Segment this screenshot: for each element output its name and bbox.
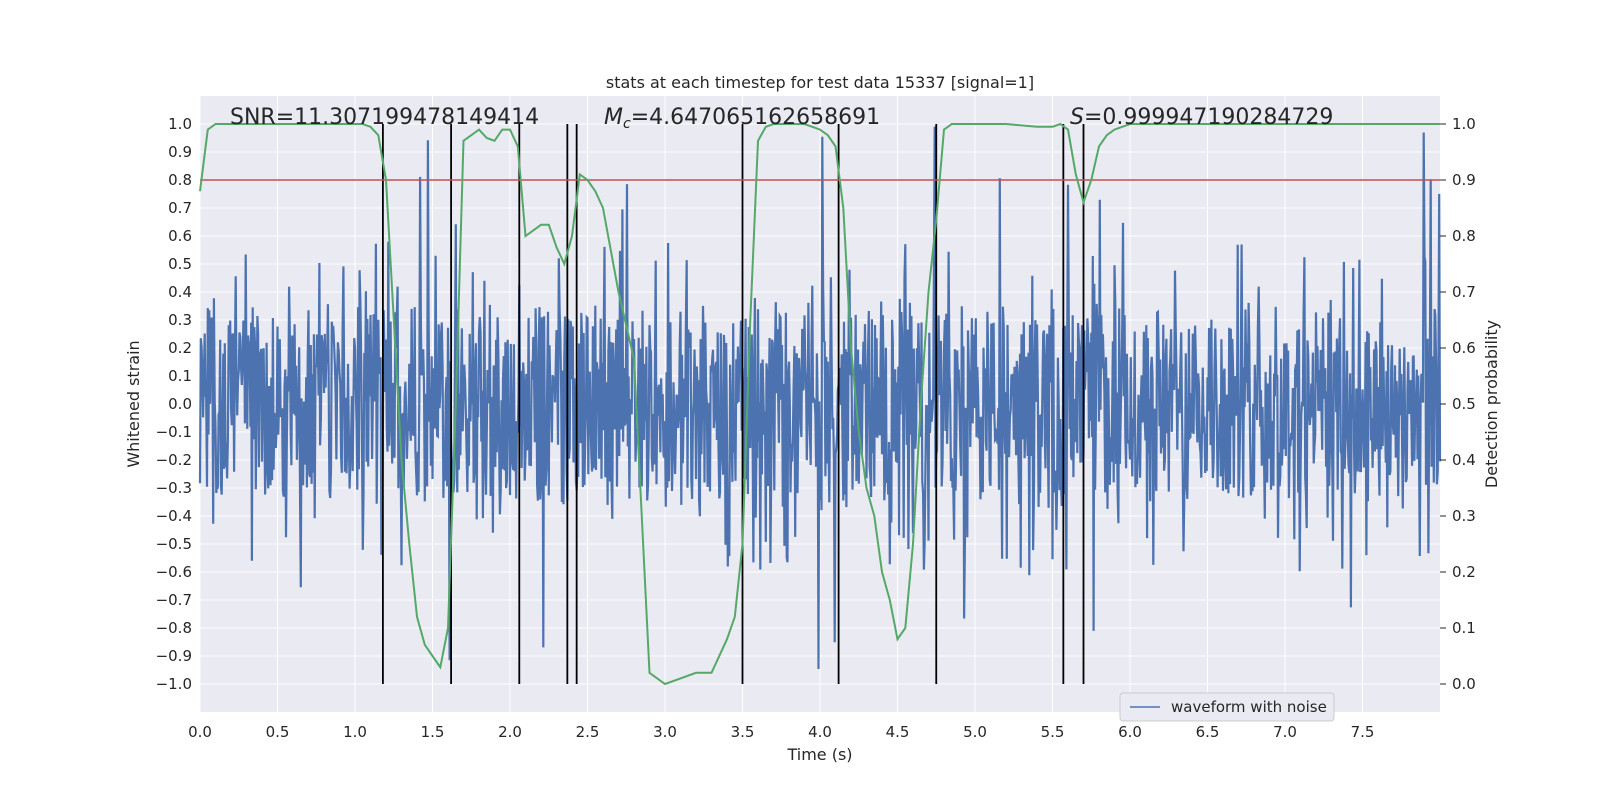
left-y-tick-label: 0.6	[168, 227, 192, 245]
left-y-tick-label: 1.0	[168, 115, 192, 133]
left-y-tick-label: −0.6	[156, 563, 192, 581]
right-y-tick-label: 0.1	[1452, 619, 1476, 637]
left-y-tick-label: 0.3	[168, 311, 192, 329]
x-tick-label: 6.0	[1118, 723, 1142, 741]
waveform-series	[198, 126, 1442, 670]
right-y-ticks: 1.0 0.9 0.8 0.7 0.6 0.5 0.4 0.3 0.2 0.1 0.0	[1440, 115, 1476, 693]
legend-label-waveform: waveform with noise	[1171, 698, 1327, 716]
x-axis-label: Time (s)	[786, 745, 852, 764]
right-y-tick-label: 1.0	[1452, 115, 1476, 133]
x-ticks: 0.0 0.5 1.0 1.5 2.0 2.5 3.0 3.5 4.0 4.5 5.0 5.5 6.0 6…	[188, 723, 1374, 741]
chirp-mass-annotation: Mc=4.647065162658691	[604, 105, 880, 132]
left-y-tick-label: 0.7	[168, 199, 192, 217]
chirp-mass-symbol: M	[604, 105, 623, 130]
y-axis-label: Whitened strain	[124, 340, 143, 467]
left-y-tick-label: −0.2	[156, 451, 192, 469]
x-tick-label: 1.5	[421, 723, 445, 741]
significance-annotation: S=0.999947190284729	[1070, 105, 1333, 130]
left-y-tick-label: −0.7	[156, 591, 192, 609]
x-tick-label: 5.0	[963, 723, 987, 741]
legend-box	[1119, 692, 1335, 722]
x-tick-label: 4.0	[808, 723, 832, 741]
legend: waveform with noise	[1119, 692, 1335, 722]
chirp-mass-value: =4.647065162658691	[631, 105, 880, 130]
waveform-line	[198, 126, 1442, 670]
left-y-tick-label: 0.2	[168, 339, 192, 357]
right-y-axis-label: Detection probability	[1482, 320, 1501, 488]
snr-annotation: SNR=11.307199478149414	[230, 105, 539, 130]
left-y-tick-label: 0.0	[168, 395, 192, 413]
significance-value: =0.999947190284729	[1084, 105, 1333, 130]
left-y-tick-label: 0.5	[168, 255, 192, 273]
x-tick-label: 3.0	[653, 723, 677, 741]
left-y-tick-label: −0.1	[156, 423, 192, 441]
right-y-tick-label: 0.7	[1452, 283, 1476, 301]
vertical-markers	[381, 124, 1085, 684]
left-y-tick-label: −1.0	[156, 675, 192, 693]
left-y-tick-label: −0.5	[156, 535, 192, 553]
right-y-tick-label: 0.3	[1452, 507, 1476, 525]
left-y-tick-label: 0.1	[168, 367, 192, 385]
x-tick-label: 3.5	[731, 723, 755, 741]
x-tick-label: 4.5	[886, 723, 910, 741]
left-y-tick-label: −0.9	[156, 647, 192, 665]
x-tick-label: 0.0	[188, 723, 212, 741]
detection-probability-line	[199, 122, 1440, 686]
left-y-tick-label: 0.9	[168, 143, 192, 161]
x-tick-label: 1.0	[343, 723, 367, 741]
left-y-tick-label: −0.3	[156, 479, 192, 497]
right-y-tick-label: 0.0	[1452, 675, 1476, 693]
chirp-mass-subscript: c	[623, 116, 631, 132]
x-tick-label: 5.5	[1041, 723, 1065, 741]
right-y-tick-label: 0.2	[1452, 563, 1476, 581]
left-y-tick-label: −0.8	[156, 619, 192, 637]
x-tick-label: 7.0	[1273, 723, 1297, 741]
right-y-tick-label: 0.9	[1452, 171, 1476, 189]
left-y-tick-label: 0.4	[168, 283, 192, 301]
left-y-ticks: 1.0 0.9 0.8 0.7 0.6 0.5 0.4 0.3 0.2 0.1 0.0 −0.1 −0.…	[156, 115, 192, 693]
x-tick-label: 7.5	[1351, 723, 1375, 741]
right-y-tick-label: 0.4	[1452, 451, 1476, 469]
left-y-tick-label: −0.4	[156, 507, 192, 525]
chart-title: stats at each timestep for test data 153…	[606, 73, 1034, 92]
significance-symbol: S	[1070, 105, 1084, 130]
right-y-tick-label: 0.8	[1452, 227, 1476, 245]
x-tick-label: 2.0	[498, 723, 522, 741]
x-tick-label: 6.5	[1196, 723, 1220, 741]
right-y-tick-label: 0.6	[1452, 339, 1476, 357]
x-tick-label: 0.5	[266, 723, 290, 741]
right-y-tick-label: 0.5	[1452, 395, 1476, 413]
x-tick-label: 2.5	[576, 723, 600, 741]
left-y-tick-label: 0.8	[168, 171, 192, 189]
